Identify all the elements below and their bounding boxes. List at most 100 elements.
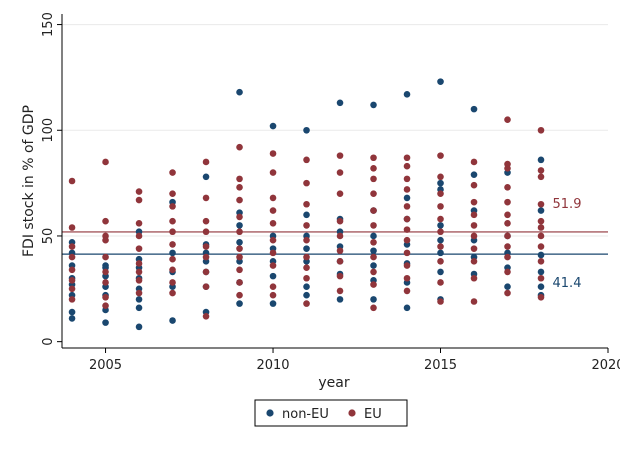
point-eu — [470, 198, 478, 206]
point-eu — [370, 239, 377, 246]
point-eu — [370, 281, 377, 288]
point-eu — [102, 253, 109, 261]
point-eu — [236, 196, 243, 204]
reference-line-label: 41.4 — [553, 276, 582, 291]
point-eu — [303, 236, 310, 244]
point-eu — [470, 158, 478, 166]
point-eu — [370, 207, 377, 214]
point-eu — [303, 222, 310, 229]
y-tick-label: 50 — [41, 228, 56, 245]
point-non-eu — [370, 101, 377, 109]
point-eu — [470, 232, 478, 240]
point-eu — [236, 228, 243, 236]
point-eu — [336, 169, 344, 176]
point-non-eu — [504, 283, 511, 290]
point-eu — [236, 279, 243, 286]
point-eu — [202, 268, 210, 276]
point-non-eu — [537, 251, 545, 259]
point-eu — [504, 232, 511, 240]
point-eu — [135, 289, 143, 297]
point-non-eu — [135, 304, 143, 312]
point-eu — [537, 167, 545, 174]
point-non-eu — [303, 283, 310, 290]
point-non-eu — [437, 78, 444, 85]
point-eu — [102, 279, 109, 286]
point-non-eu — [303, 211, 310, 219]
point-eu — [202, 243, 210, 250]
data-points — [68, 78, 545, 331]
point-non-eu — [336, 296, 344, 303]
point-eu — [437, 228, 444, 236]
legend: non-EU EU — [254, 399, 408, 427]
point-eu — [370, 304, 377, 312]
point-eu — [135, 277, 143, 284]
point-eu — [236, 291, 243, 299]
point-eu — [437, 279, 444, 286]
point-eu — [236, 253, 243, 261]
point-non-eu — [236, 222, 243, 229]
point-non-eu — [470, 171, 478, 178]
point-non-eu — [403, 91, 411, 98]
point-eu — [403, 262, 411, 269]
point-eu — [504, 198, 511, 206]
point-eu — [403, 162, 411, 170]
point-eu — [403, 175, 411, 183]
point-eu — [169, 255, 176, 263]
point-eu — [370, 175, 377, 183]
point-eu — [202, 253, 210, 261]
point-eu — [236, 266, 243, 274]
point-eu — [437, 203, 444, 210]
legend-marker-non-eu — [266, 409, 274, 417]
point-non-eu — [437, 179, 444, 187]
point-non-eu — [303, 291, 310, 299]
point-eu — [504, 184, 511, 191]
point-non-eu — [68, 308, 76, 316]
point-eu — [537, 224, 545, 231]
point-eu — [68, 177, 76, 185]
point-eu — [437, 243, 444, 250]
point-eu — [135, 219, 143, 227]
point-non-eu — [370, 262, 377, 269]
point-non-eu — [370, 296, 377, 303]
point-eu — [470, 181, 478, 189]
legend-marker-eu — [348, 409, 356, 417]
x-tick-label: 2020 — [591, 358, 620, 373]
point-eu — [303, 179, 310, 187]
point-eu — [68, 285, 76, 293]
point-eu — [269, 291, 277, 299]
point-eu — [537, 293, 545, 301]
point-eu — [202, 283, 210, 290]
point-eu — [236, 184, 243, 191]
point-eu — [269, 194, 277, 202]
point-eu — [169, 279, 176, 286]
point-eu — [135, 245, 143, 252]
point-eu — [437, 215, 444, 223]
point-non-eu — [169, 249, 176, 257]
point-eu — [537, 232, 545, 240]
point-eu — [336, 247, 344, 255]
x-tick-label: 2005 — [89, 358, 122, 373]
point-non-eu — [303, 126, 310, 134]
point-eu — [537, 126, 545, 134]
point-eu — [437, 152, 444, 159]
x-tick-label: 2010 — [256, 358, 289, 373]
point-eu — [403, 186, 411, 193]
point-eu — [202, 217, 210, 225]
point-eu — [336, 152, 344, 159]
point-eu — [269, 283, 277, 290]
point-non-eu — [370, 232, 377, 240]
point-eu — [403, 236, 411, 244]
point-eu — [236, 213, 243, 221]
point-eu — [437, 258, 444, 265]
point-eu — [68, 277, 76, 284]
point-eu — [470, 274, 478, 282]
point-eu — [504, 243, 511, 250]
point-non-eu — [269, 300, 277, 307]
point-eu — [236, 245, 243, 252]
point-eu — [169, 217, 176, 225]
x-tick-label: 2015 — [424, 358, 457, 373]
point-eu — [403, 226, 411, 233]
point-eu — [68, 224, 76, 231]
point-eu — [437, 173, 444, 181]
